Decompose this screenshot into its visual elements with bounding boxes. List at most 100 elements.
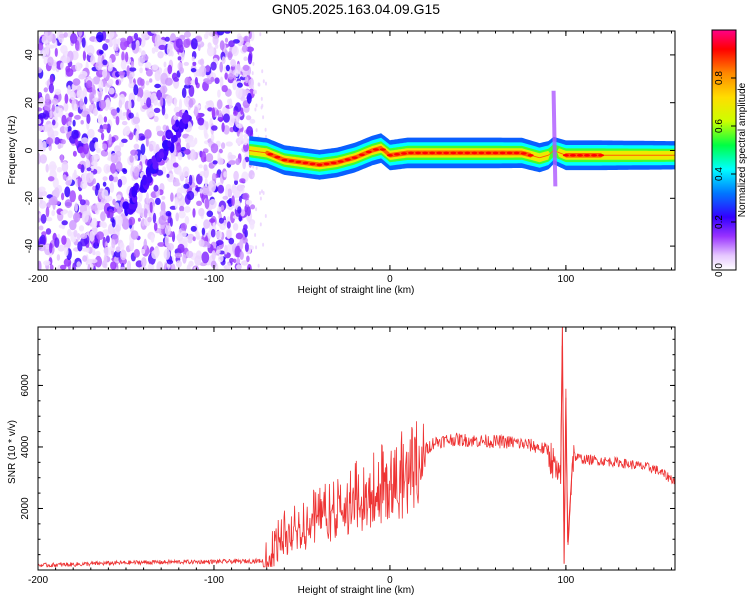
noise-blob [144,129,152,139]
noise-blob [97,116,104,125]
noise-blob [58,224,65,229]
noise-blob [146,97,152,108]
noise-blob [91,204,99,212]
noise-blob [211,172,217,183]
noise-blob [262,79,265,84]
noise-blob [221,142,226,150]
diagonal-feature [122,109,192,217]
noise-blob [223,171,228,178]
noise-blob [116,107,120,113]
noise-blob [57,244,65,252]
noise-blob [195,231,200,240]
noise-blob [111,218,116,228]
noise-blob [239,251,244,260]
noise-blob [219,76,224,89]
colorbar: 0.0 0.2 0.4 0.6 0.8 Normalized spectral ampl… [711,29,748,277]
noise-blob [226,221,231,229]
noise-blob [227,160,236,165]
noise-blob [254,107,257,112]
noise-blob [151,249,159,260]
noise-blob [235,86,243,99]
noise-blob [153,184,159,192]
noise-blob [265,134,267,139]
noise-blob [98,80,104,92]
ridge-core [422,151,429,155]
ridge-core [591,154,598,157]
noise-blob [133,143,140,150]
noise-blob [221,122,225,133]
noise-blob [222,220,228,225]
noise-blob [115,79,120,86]
y-tick-label: 20 [24,97,35,109]
noise-blob [73,169,77,179]
diagonal-blob [181,112,190,124]
noise-blob [171,263,176,270]
noise-blob [58,107,64,119]
noise-blob [40,213,47,224]
noise-blob [237,206,242,214]
noise-blob [38,186,46,193]
x-tick-label: -200 [28,274,48,285]
noise-blob [128,112,134,119]
noise-blob [49,264,54,270]
noise-blob [108,37,114,48]
noise-blob [243,56,248,61]
noise-blob [182,253,187,264]
ridge-core [302,161,309,165]
noise-blob [209,218,216,223]
noise-blob [234,179,238,186]
ridge-core [330,161,337,165]
noise-blob [91,217,98,229]
noise-blob [173,181,181,187]
noise-blob [217,89,221,98]
noise-blob [51,104,56,112]
noise-blob [145,136,149,147]
noise-blob [177,56,182,61]
noise-blob [39,234,46,247]
noise-blob [186,250,194,259]
noise-blob [144,61,152,69]
noise-blob [255,207,258,212]
noise-blob [44,93,50,103]
noise-blob [191,56,195,62]
noise-blob [261,189,263,194]
noise-blob [51,210,56,217]
noise-blob [89,104,93,113]
noise-blob [80,237,88,247]
noise-blob [126,65,130,77]
noise-blob [198,207,205,217]
noise-blob [160,201,166,213]
ridge-core [358,153,365,157]
noise-blob [110,152,118,164]
noise-blob [86,114,91,124]
noise-blob [232,223,239,231]
noise-blob [242,192,250,200]
noise-blob [90,54,96,66]
noise-blob [210,260,217,269]
noise-blob [192,208,196,218]
noise-blob [194,77,198,86]
snr-plot-area [38,327,675,568]
diagonal-blob [171,134,178,143]
noise-blob [242,64,250,71]
noise-blob [141,257,147,268]
noise-blob [217,206,222,212]
noise-blob [60,62,64,70]
noise-blob [243,142,249,152]
noise-blob [252,61,255,66]
noise-blob [149,201,153,213]
noise-blob [212,34,219,46]
noise-blob [139,266,147,270]
noise-blob [184,215,190,225]
noise-blob [218,148,223,154]
spike-feature [551,90,558,187]
noise-blob [93,107,98,117]
noise-blob [47,56,54,67]
noise-blob [156,261,164,270]
noise-blob [79,98,84,110]
noise-blob [108,57,112,69]
x-tick-label: -100 [204,575,224,586]
noise-blob [98,50,104,55]
noise-blob [262,242,265,247]
noise-blob [254,233,257,237]
